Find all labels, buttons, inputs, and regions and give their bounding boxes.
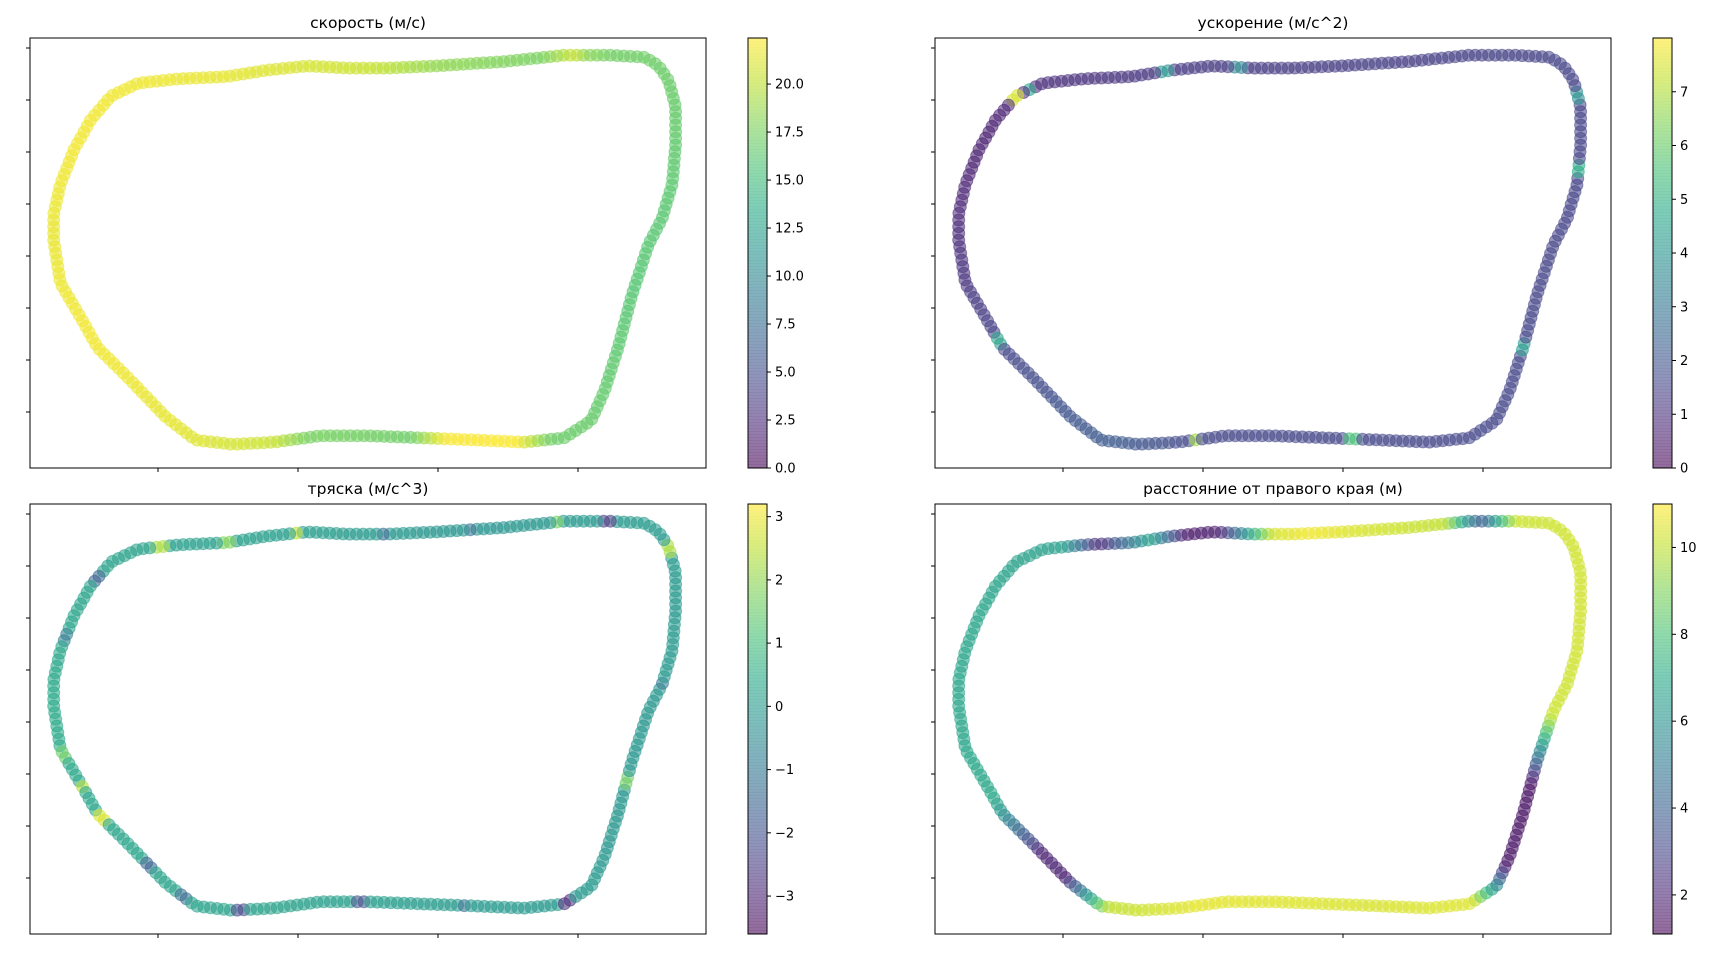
scatter-points [952, 514, 1588, 917]
colorbar-tick-label: 6 [1680, 139, 1688, 154]
colorbar-tick-label: 2.5 [775, 414, 796, 429]
chart-panel: тряска (м/с^3) −3 −2 −1 0 1 2 3 [26, 480, 794, 938]
colorbar-tick-label: 10 [1680, 541, 1697, 556]
colorbar-tick-label: 7.5 [775, 318, 796, 333]
colorbar-tick-label: 1 [1680, 408, 1688, 423]
colorbar: 0.0 2.5 5.0 7.5 10.0 12.5 15.0 17.5 20.0 [747, 37, 804, 477]
scatter-points [47, 514, 683, 917]
chart-title: расстояние от правого края (м) [1143, 480, 1403, 498]
colorbar-tick-label: 7 [1680, 85, 1688, 100]
colorbar: 0 1 2 3 4 5 6 7 [1652, 37, 1688, 477]
colorbar-gradient [1652, 503, 1673, 935]
colorbar-tick-label: 17.5 [775, 126, 804, 141]
colorbar-tick-label: 3 [1680, 300, 1688, 315]
colorbar-tick-label: −3 [775, 890, 794, 905]
colorbar-tick-label: 20.0 [775, 78, 804, 93]
colorbar-tick-label: −1 [775, 763, 794, 778]
colorbar-tick-label: 4 [1680, 802, 1688, 817]
colorbar-tick-label: 0 [775, 700, 783, 715]
colorbar-tick-label: 15.0 [775, 174, 804, 189]
panels: скорость (м/с)0.02.55.07.510.012.515.017… [26, 14, 1697, 938]
chart-title: тряска (м/с^3) [308, 480, 429, 498]
colorbar-gradient [747, 37, 768, 469]
data-point [47, 226, 61, 240]
colorbar-tick-label: 5 [1680, 193, 1688, 208]
plot-frame [934, 37, 1612, 469]
colorbar-tick-label: 2 [1680, 888, 1688, 903]
colorbar-tick-label: 1 [775, 637, 783, 652]
scatter-points [952, 48, 1588, 451]
chart-title: ускорение (м/с^2) [1198, 14, 1349, 32]
colorbar-tick-label: 0 [1680, 462, 1688, 477]
colorbar-tick-label: 3 [775, 510, 783, 525]
colorbar: −3 −2 −1 0 1 2 3 [747, 503, 794, 935]
colorbar-tick-label: 6 [1680, 715, 1688, 730]
data-point [952, 226, 966, 240]
chart-panel: ускорение (м/с^2) 0 1 2 3 4 5 6 7 [931, 14, 1688, 477]
colorbar-tick-label: 2 [775, 573, 783, 588]
colorbar: 2 4 6 8 10 [1652, 503, 1697, 935]
colorbar-tick-label: 12.5 [775, 222, 804, 237]
plot-frame [29, 37, 707, 469]
colorbar-tick-label: 2 [1680, 354, 1688, 369]
plot-frame [29, 503, 707, 935]
colorbar-tick-label: 8 [1680, 628, 1688, 643]
colorbar-tick-label: 0.0 [775, 462, 796, 477]
colorbar-tick-label: 10.0 [775, 270, 804, 285]
plot-frame [934, 503, 1612, 935]
colorbar-tick-label: 5.0 [775, 366, 796, 381]
scatter-points [47, 48, 683, 451]
chart-panel: скорость (м/с) 0.0 2.5 5.0 7.5 10.0 12.5 15.0 17… [26, 14, 804, 477]
colorbar-gradient [747, 503, 768, 935]
colorbar-tick-label: 4 [1680, 247, 1688, 262]
colorbar-tick-label: −2 [775, 826, 794, 841]
chart-panel: расстояние от правого края (м) 2 4 6 8 10 [931, 480, 1697, 938]
chart-title: скорость (м/с) [310, 14, 426, 32]
data-point [47, 692, 61, 706]
data-point [952, 692, 966, 706]
